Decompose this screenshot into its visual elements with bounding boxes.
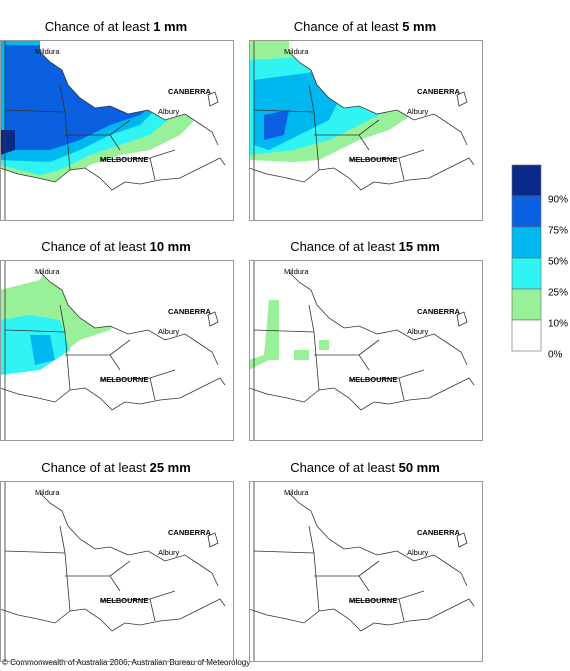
place-label: MELBOURNE <box>349 375 397 384</box>
border <box>248 40 475 220</box>
map-panel: Chance of at least 15 mm Mildura CANBERRA A… <box>248 239 483 441</box>
title-amount: 25 mm <box>150 460 191 475</box>
legend-label: 10% <box>548 319 568 330</box>
frame <box>0 260 234 441</box>
place-label: CANBERRA <box>417 87 461 96</box>
place-label: Albury <box>407 327 429 336</box>
title-amount: 10 mm <box>150 239 191 254</box>
rain-area <box>319 275 334 290</box>
place-label: Mildura <box>35 267 60 276</box>
frame <box>249 40 483 221</box>
legend-label: 25% <box>548 288 568 299</box>
legend: 90% 75% 50% 25% 10% 0% <box>511 164 568 361</box>
legend-swatch <box>511 319 542 352</box>
frame <box>0 481 234 662</box>
legend-swatch <box>511 164 542 197</box>
map: Mildura CANBERRA Albury MELBOURNE <box>248 260 483 441</box>
rain-shading <box>249 275 334 370</box>
map-panel: Chance of at least 50 mm Mildura CANBERRA A… <box>248 460 483 662</box>
title-amount: 5 mm <box>402 19 436 34</box>
panel-title: Chance of at least 1 mm <box>45 19 187 34</box>
border <box>0 481 226 661</box>
place-label: CANBERRA <box>168 87 212 96</box>
copyright: © Commonwealth of Australia 2006, Austra… <box>2 658 250 667</box>
title-amount: 50 mm <box>399 460 440 475</box>
place-label: CANBERRA <box>417 528 461 537</box>
place-label: Mildura <box>284 267 309 276</box>
border <box>0 40 226 220</box>
rain-area <box>30 335 55 365</box>
legend-label: 50% <box>548 257 568 268</box>
map-panel: Chance of at least 25 mm Mildura CANBERRA A… <box>0 460 234 662</box>
panel-title: Chance of at least 10 mm <box>41 239 191 254</box>
place-label: Albury <box>158 107 180 116</box>
place-label: CANBERRA <box>168 528 212 537</box>
place-label: MELBOURNE <box>100 375 148 384</box>
title-text: Chance of at least <box>294 19 399 34</box>
rain-area <box>294 350 309 360</box>
border <box>0 260 226 440</box>
panel-title: Chance of at least 50 mm <box>290 460 440 475</box>
title-amount: 1 mm <box>153 19 187 34</box>
legend-swatch <box>511 226 542 259</box>
place-label: CANBERRA <box>417 307 461 316</box>
title-text: Chance of at least <box>45 19 150 34</box>
title-text: Chance of at least <box>290 239 395 254</box>
legend-swatch <box>511 288 542 321</box>
place-label: MELBOURNE <box>349 155 397 164</box>
border <box>248 481 475 661</box>
legend-swatch <box>511 257 542 290</box>
place-label: CANBERRA <box>168 307 212 316</box>
title-text: Chance of at least <box>290 460 395 475</box>
map-panel: Chance of at least 5 mm Mildura CANBERRA Al… <box>248 19 483 221</box>
title-text: Chance of at least <box>41 239 146 254</box>
map: Mildura CANBERRA Albury MELBOURNE <box>0 40 234 221</box>
place-label: MELBOURNE <box>100 596 148 605</box>
legend-swatch <box>511 195 542 228</box>
rain-area <box>319 340 329 350</box>
place-label: Mildura <box>35 488 60 497</box>
map: Mildura CANBERRA Albury MELBOURNE <box>248 481 483 662</box>
panel-title: Chance of at least 25 mm <box>41 460 191 475</box>
rain-shading <box>0 40 233 188</box>
panel-title: Chance of at least 15 mm <box>290 239 440 254</box>
rain-area <box>264 110 289 140</box>
place-label: Albury <box>407 107 429 116</box>
frame <box>0 40 234 221</box>
panel-title: Chance of at least 5 mm <box>294 19 436 34</box>
place-label: MELBOURNE <box>100 155 148 164</box>
map: Mildura CANBERRA Albury MELBOURNE <box>0 260 234 441</box>
place-label: Mildura <box>284 488 309 497</box>
place-label: Albury <box>158 327 180 336</box>
rain-shading <box>249 40 464 162</box>
frame <box>249 260 483 441</box>
place-label: Mildura <box>284 47 309 56</box>
rain-area <box>0 130 15 155</box>
rain-area <box>249 300 279 370</box>
legend-label: 0% <box>548 350 563 361</box>
border <box>248 260 475 440</box>
map: Mildura CANBERRA Albury MELBOURNE <box>0 481 234 662</box>
place-label: MELBOURNE <box>349 596 397 605</box>
title-amount: 15 mm <box>399 239 440 254</box>
map-panel: Chance of at least 10 mm Mildura CANBERRA A… <box>0 239 234 441</box>
rain-shading <box>0 260 120 375</box>
frame <box>249 481 483 662</box>
place-label: Albury <box>158 548 180 557</box>
place-label: Albury <box>407 548 429 557</box>
legend-label: 75% <box>548 226 568 237</box>
title-text: Chance of at least <box>41 460 146 475</box>
place-label: Mildura <box>35 47 60 56</box>
map-panel: Chance of at least 1 mm Mildura CANBERRA Al… <box>0 19 234 221</box>
legend-label: 90% <box>548 195 568 206</box>
map: Mildura CANBERRA Albury MELBOURNE <box>248 40 483 221</box>
